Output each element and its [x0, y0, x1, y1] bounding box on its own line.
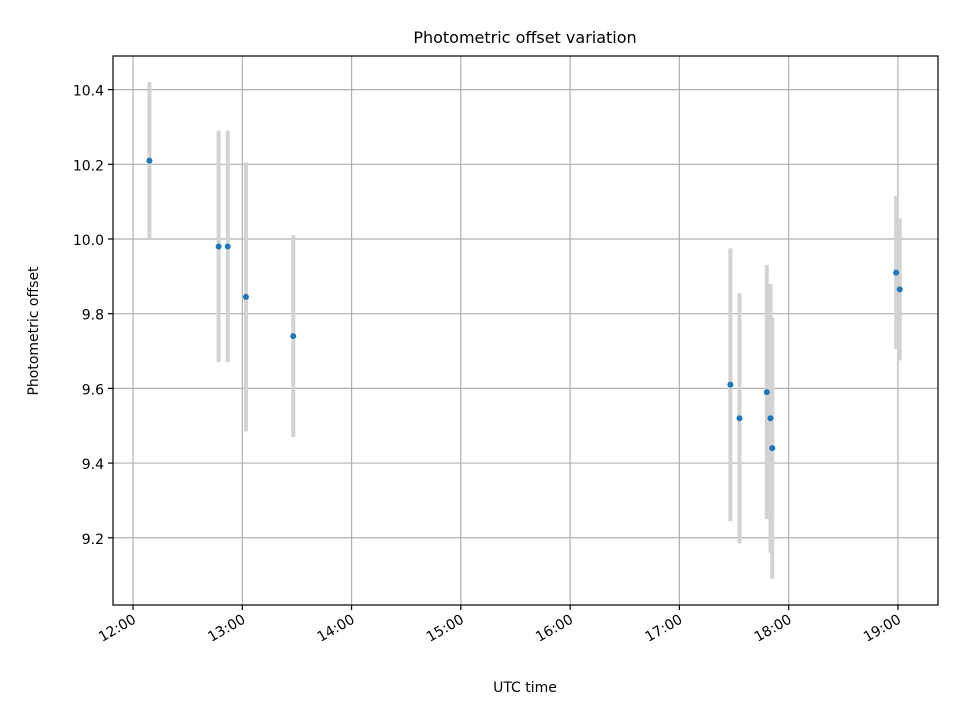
- y-tick-label: 9.8: [82, 308, 104, 324]
- data-points: [146, 157, 903, 452]
- y-tick-label: 9.2: [82, 532, 104, 548]
- plot-frame: [112, 55, 939, 606]
- data-point: [763, 389, 770, 396]
- data-point: [893, 269, 900, 276]
- grid-lines: [113, 56, 938, 605]
- data-point: [146, 157, 153, 164]
- y-tick-label: 9.4: [82, 457, 104, 473]
- data-point: [224, 243, 231, 250]
- x-axis-label: UTC time: [493, 680, 557, 696]
- y-axis-label: Photometric offset: [26, 266, 42, 396]
- y-tick-label: 9.6: [82, 382, 104, 398]
- data-point: [290, 333, 297, 340]
- data-point: [727, 381, 734, 388]
- data-point: [736, 415, 743, 422]
- data-point: [769, 445, 776, 452]
- data-point: [896, 286, 903, 293]
- y-tick-label: 10.0: [73, 233, 104, 249]
- data-point: [242, 293, 249, 300]
- chart-title: Photometric offset variation: [413, 28, 636, 47]
- data-point: [215, 243, 222, 250]
- y-tick-label: 10.2: [73, 158, 104, 174]
- y-tick-label: 10.4: [73, 84, 104, 100]
- data-point: [767, 415, 774, 422]
